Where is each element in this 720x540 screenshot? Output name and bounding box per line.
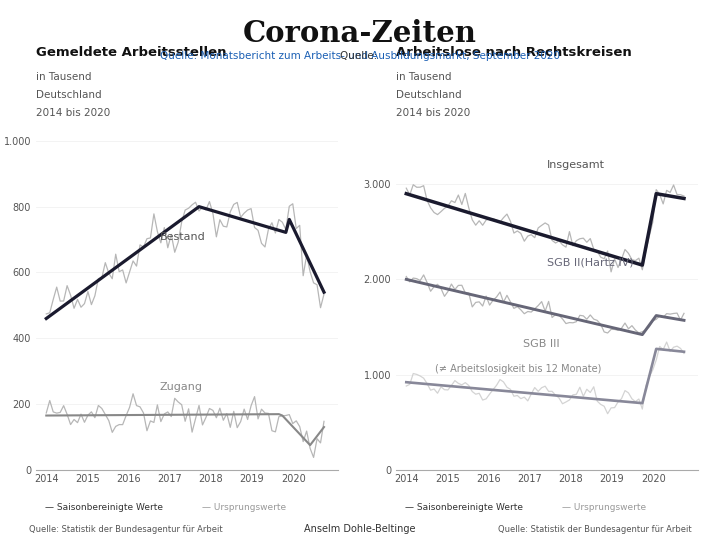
Text: — Ursprungswerte: — Ursprungswerte (202, 503, 287, 511)
Text: (≠ Arbeitslosigkeit bis 12 Monate): (≠ Arbeitslosigkeit bis 12 Monate) (436, 364, 602, 374)
Text: Deutschland: Deutschland (36, 90, 102, 100)
Text: in Tausend: in Tausend (396, 72, 451, 82)
Text: Deutschland: Deutschland (396, 90, 462, 100)
Text: Insgesamt: Insgesamt (547, 160, 606, 170)
Text: Gemeldete Arbeitsstellen: Gemeldete Arbeitsstellen (36, 46, 227, 59)
Text: — Saisonbereinigte Werte: — Saisonbereinigte Werte (45, 503, 163, 511)
Text: Quelle: Statistik der Bundesagentur für Arbeit: Quelle: Statistik der Bundesagentur für … (29, 524, 222, 534)
Text: SGB III: SGB III (523, 339, 559, 349)
Text: Arbeitslose nach Rechtskreisen: Arbeitslose nach Rechtskreisen (396, 46, 631, 59)
Text: 2014 bis 2020: 2014 bis 2020 (396, 108, 470, 118)
Text: 2014 bis 2020: 2014 bis 2020 (36, 108, 110, 118)
Text: Quelle: Monatsbericht zum Arbeits- und Ausbildungsmarkt, September 2020: Quelle: Monatsbericht zum Arbeits- und A… (160, 51, 560, 62)
Text: — Ursprungswerte: — Ursprungswerte (562, 503, 647, 511)
Text: — Saisonbereinigte Werte: — Saisonbereinigte Werte (405, 503, 523, 511)
Text: Bestand: Bestand (160, 232, 206, 242)
Text: Zugang: Zugang (160, 382, 203, 392)
Text: in Tausend: in Tausend (36, 72, 91, 82)
Text: Quelle:: Quelle: (340, 51, 380, 62)
Text: SGB II(Hartz IV): SGB II(Hartz IV) (547, 258, 634, 267)
Text: Quelle: Statistik der Bundesagentur für Arbeit: Quelle: Statistik der Bundesagentur für … (498, 524, 691, 534)
Text: Anselm Dohle-Beltinge: Anselm Dohle-Beltinge (305, 523, 415, 534)
Text: Corona-Zeiten: Corona-Zeiten (243, 19, 477, 48)
